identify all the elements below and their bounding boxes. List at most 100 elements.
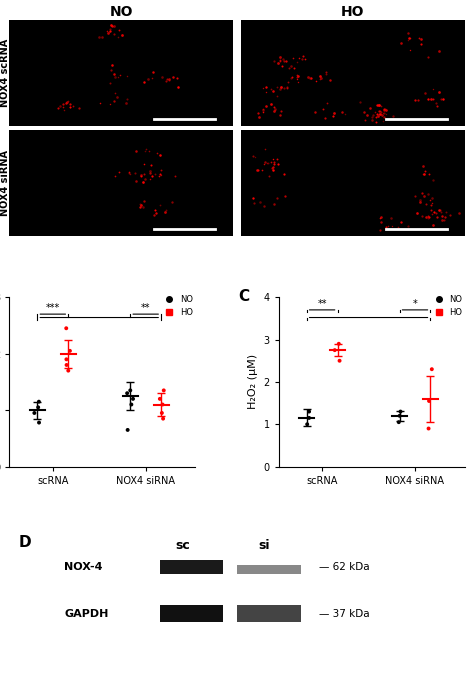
Point <box>260 106 267 117</box>
Point <box>389 110 397 121</box>
Point <box>429 220 437 231</box>
Point <box>441 212 449 223</box>
Point <box>152 207 160 218</box>
Point <box>162 207 169 218</box>
Point <box>148 170 156 181</box>
Text: — 37 kDa: — 37 kDa <box>319 609 370 619</box>
Point <box>377 106 384 117</box>
Point <box>382 103 389 114</box>
Point <box>428 198 436 209</box>
Point <box>404 35 412 46</box>
Point <box>169 71 177 82</box>
Point <box>363 110 371 121</box>
Point <box>422 211 429 222</box>
Point <box>374 110 382 121</box>
Point <box>260 158 268 169</box>
Point <box>374 99 382 110</box>
Point <box>173 73 181 84</box>
Point <box>377 105 384 116</box>
Point <box>323 98 331 109</box>
Point <box>277 81 284 92</box>
Point <box>110 29 118 39</box>
Point <box>111 87 119 98</box>
Point <box>276 83 283 94</box>
Point <box>163 73 171 84</box>
Legend: NO, HO: NO, HO <box>159 293 195 318</box>
Point <box>270 156 278 167</box>
Point <box>422 199 430 209</box>
Point <box>380 115 387 126</box>
Title: HO: HO <box>341 5 365 19</box>
Point <box>116 24 123 35</box>
Point <box>414 208 421 219</box>
Point <box>157 200 164 211</box>
Point <box>428 83 436 94</box>
Point <box>417 197 424 207</box>
Point <box>104 25 111 36</box>
Point <box>322 69 330 80</box>
Point <box>425 94 432 105</box>
Point <box>294 76 301 87</box>
Point <box>260 201 268 211</box>
Point <box>397 406 404 417</box>
Point <box>124 71 131 82</box>
Point <box>293 56 301 67</box>
Text: NOX-4: NOX-4 <box>64 562 102 572</box>
Point <box>106 27 113 38</box>
Point <box>63 98 70 109</box>
Point <box>64 95 72 106</box>
Point <box>312 76 319 87</box>
Point <box>107 23 114 34</box>
Point <box>283 82 291 92</box>
Point <box>366 102 374 113</box>
Point <box>373 109 381 120</box>
Point <box>420 168 428 179</box>
Text: sc: sc <box>175 539 190 552</box>
Point <box>111 71 118 82</box>
Point <box>277 56 284 67</box>
Point <box>267 84 275 95</box>
Point <box>306 72 313 83</box>
Point <box>116 69 124 80</box>
Point <box>59 99 66 109</box>
Point <box>267 157 275 168</box>
Point <box>107 20 115 31</box>
Point <box>419 169 427 180</box>
Point <box>145 146 153 156</box>
Point <box>151 204 159 215</box>
Point <box>294 71 302 82</box>
Point <box>405 33 413 44</box>
Point <box>288 72 295 83</box>
Point <box>342 109 349 120</box>
Point <box>149 67 156 78</box>
Point <box>377 211 385 222</box>
Point <box>263 158 270 169</box>
Point <box>273 154 281 165</box>
Point <box>335 339 343 350</box>
Point <box>303 419 311 430</box>
Point <box>321 112 329 123</box>
Point <box>31 407 38 418</box>
Point <box>427 93 435 104</box>
Point <box>294 73 301 84</box>
Point <box>304 71 311 82</box>
Point <box>64 365 72 376</box>
Point <box>109 60 116 71</box>
Point <box>125 167 132 178</box>
Point <box>124 94 131 105</box>
Point <box>254 164 261 175</box>
Point <box>106 78 114 88</box>
Point <box>377 216 385 227</box>
Point <box>158 407 165 418</box>
Point <box>262 86 269 97</box>
Point <box>140 195 147 206</box>
Point <box>144 73 152 84</box>
Point <box>421 165 429 176</box>
Point <box>146 167 154 178</box>
Point <box>259 82 266 93</box>
Point <box>287 61 295 72</box>
Point <box>429 174 437 185</box>
Point <box>137 199 144 209</box>
Point <box>273 192 281 203</box>
Point <box>436 205 444 216</box>
